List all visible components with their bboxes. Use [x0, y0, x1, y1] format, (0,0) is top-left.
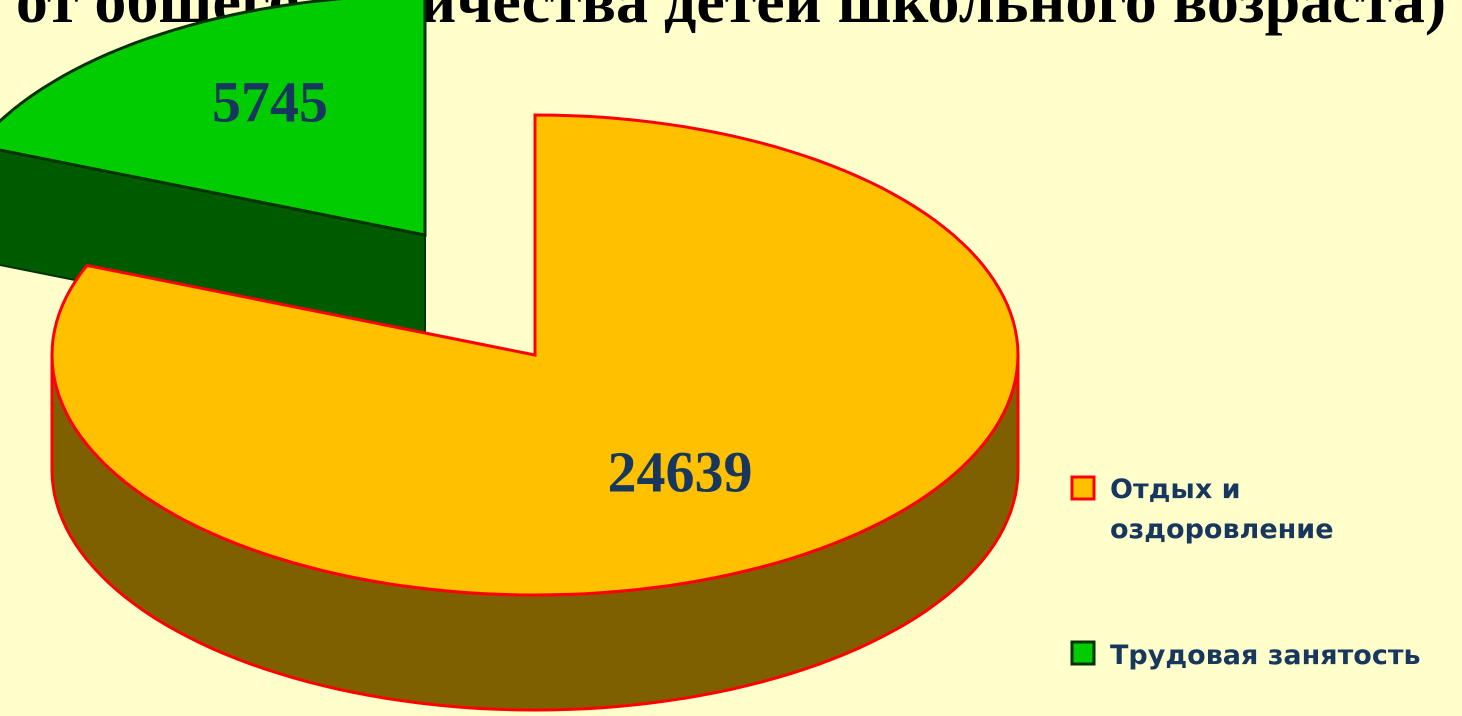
pie-slice — [0, 0, 427, 352]
legend-label: Трудовая занятость — [1110, 640, 1421, 671]
legend-swatch — [1070, 640, 1096, 666]
value-label: 5745 — [212, 69, 328, 134]
pie-slice — [50, 113, 1020, 712]
slice-top — [0, 0, 427, 237]
value-label: 24639 — [608, 439, 753, 504]
slice-top — [50, 113, 1020, 597]
legend-label: Отдых и оздоровление — [1110, 474, 1334, 545]
legend-swatch — [1070, 475, 1096, 501]
